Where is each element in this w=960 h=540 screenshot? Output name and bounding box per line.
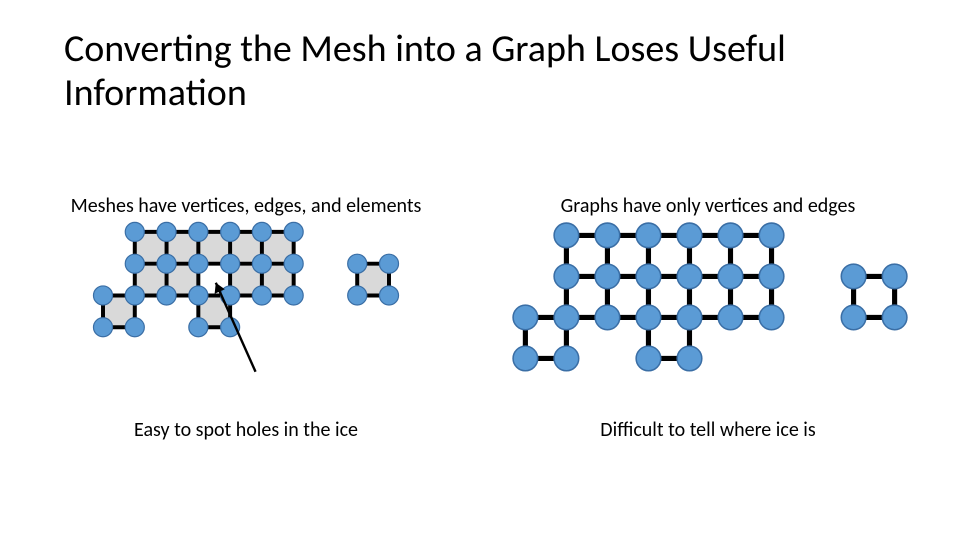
left-subtitle: Meshes have vertices, edges, and element… [46,194,446,218]
right-caption: Difficult to tell where ice is [508,418,908,442]
slide: Converting the Mesh into a Graph Loses U… [0,0,960,540]
right-subtitle: Graphs have only vertices and edges [508,194,908,218]
mesh-diagram [56,220,436,390]
graph-diagram [510,220,910,390]
left-caption: Easy to spot holes in the ice [46,418,446,442]
slide-title: Converting the Mesh into a Graph Loses U… [64,28,896,115]
